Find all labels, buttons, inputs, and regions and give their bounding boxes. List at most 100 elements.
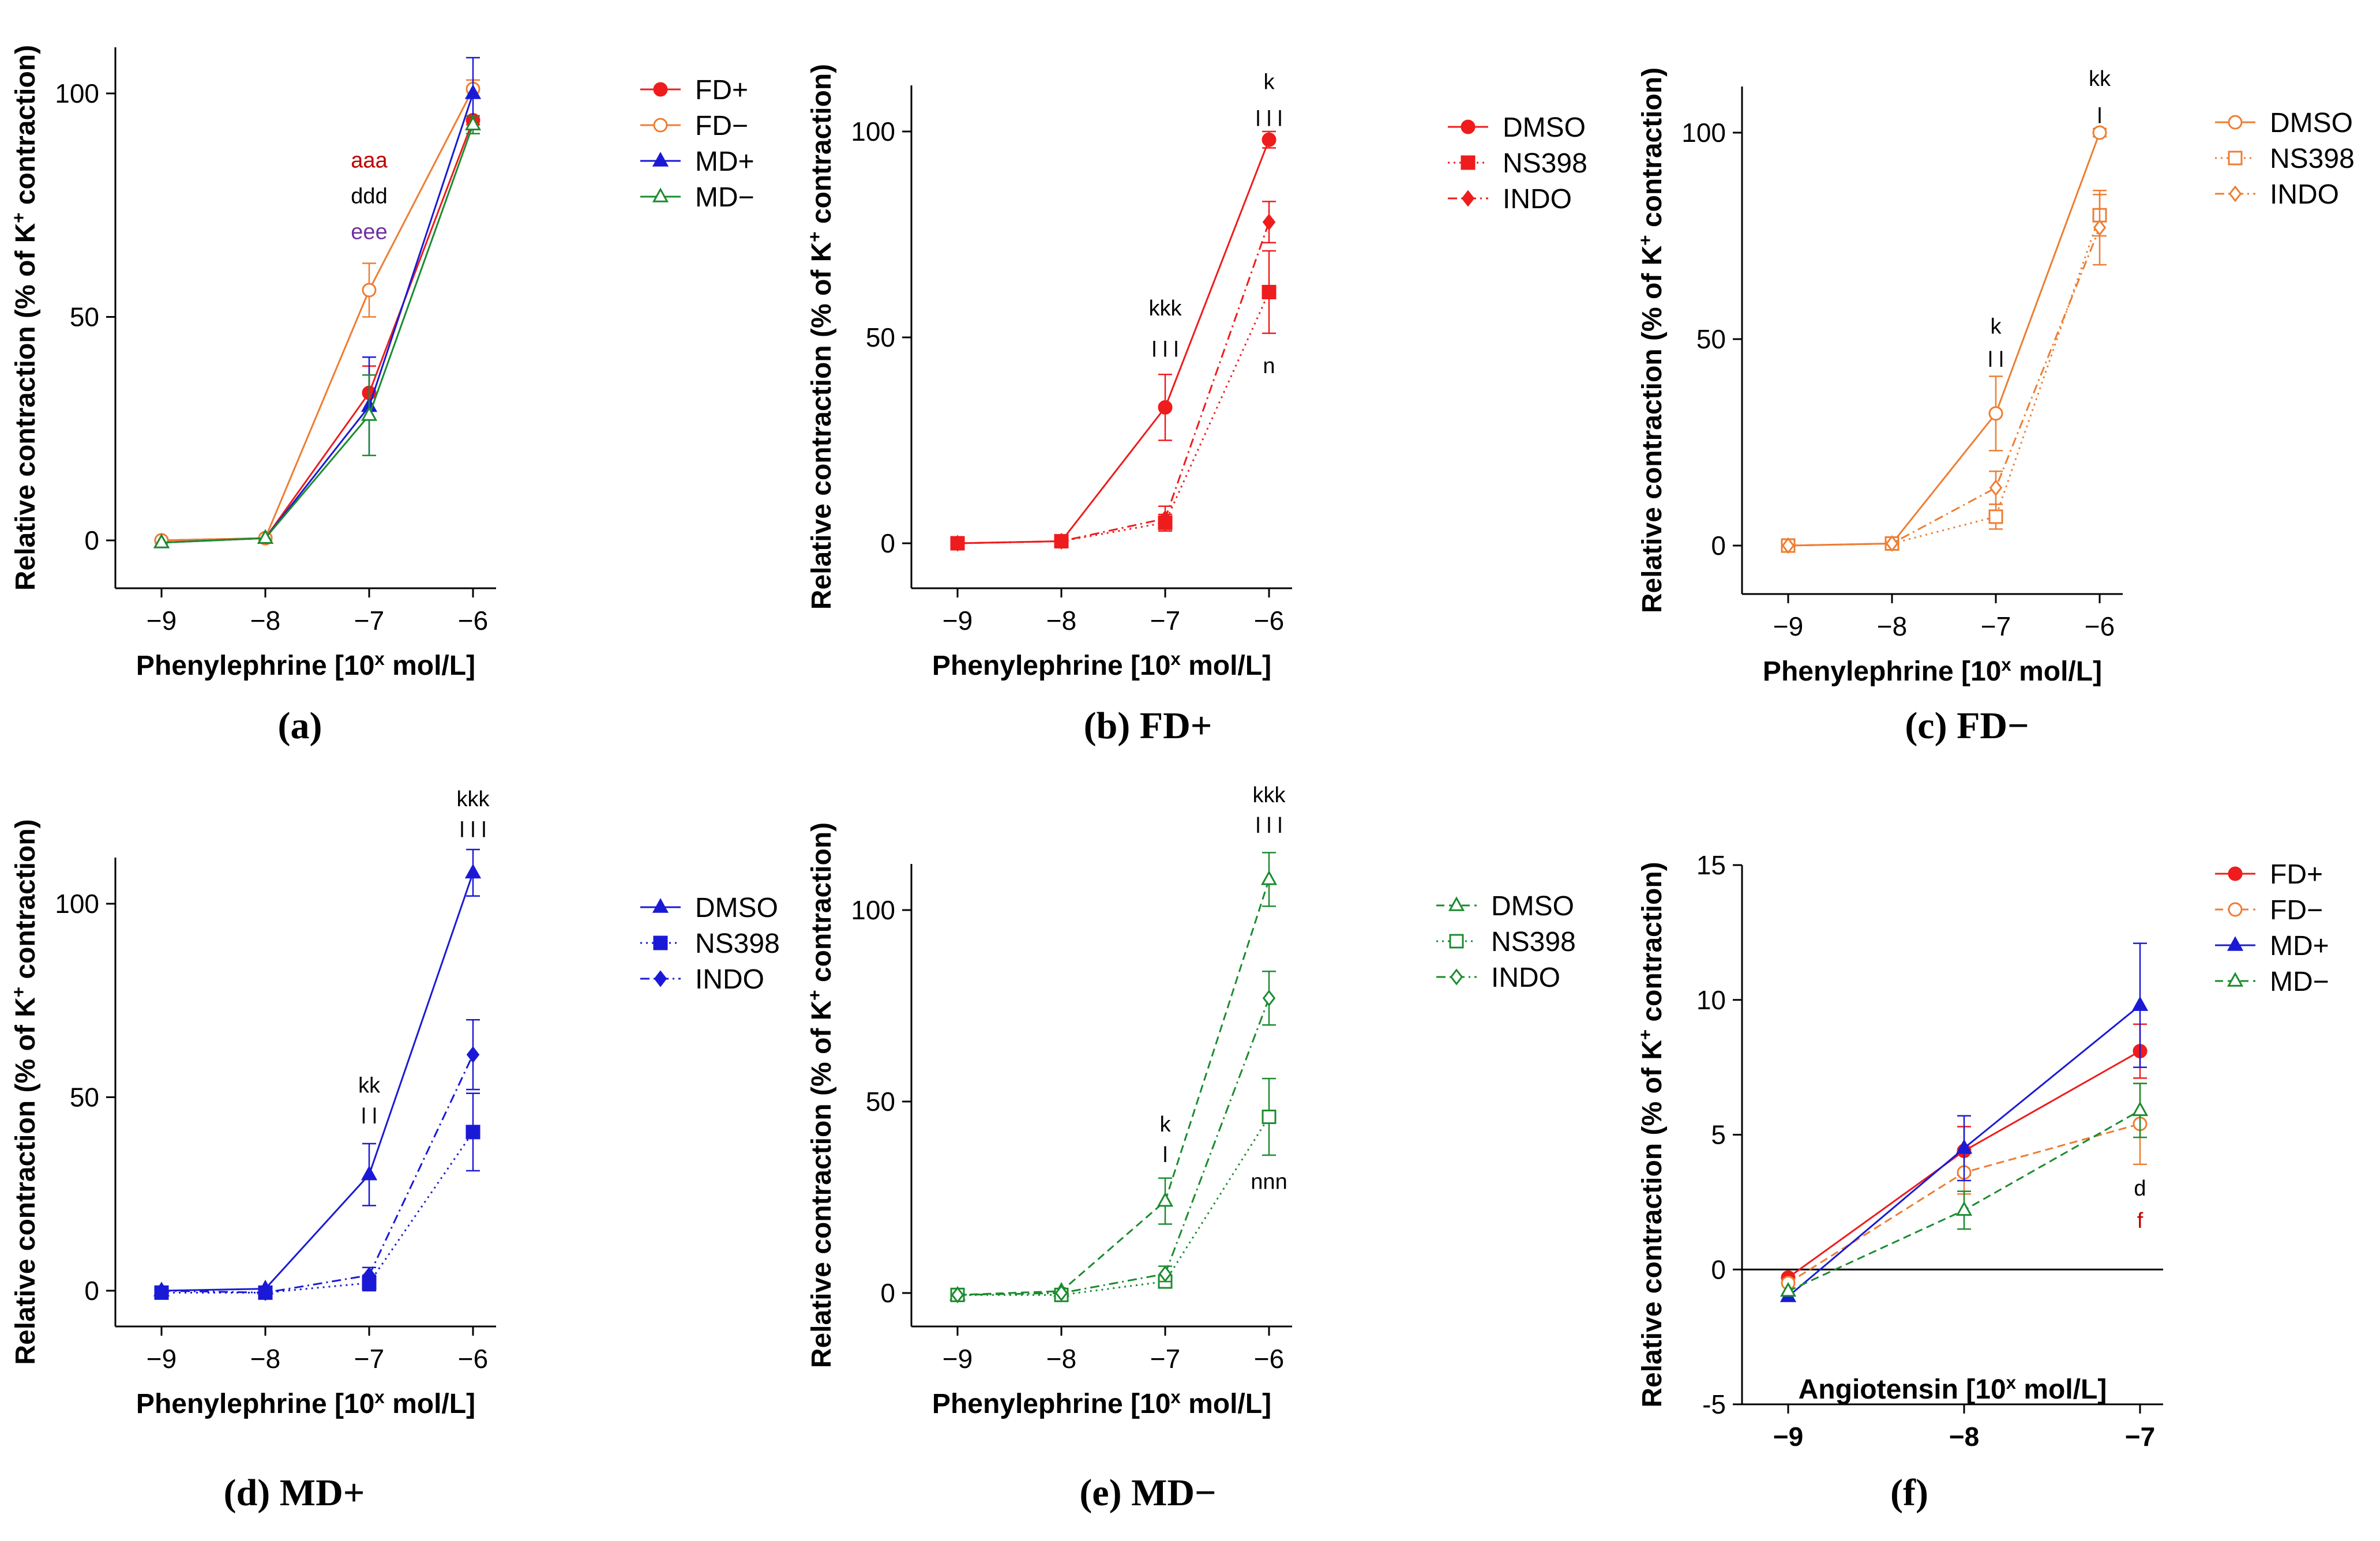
legend-label: NS398 [695, 929, 780, 959]
y-tick-label: 100 [55, 78, 99, 108]
series-FD− [1781, 1083, 2148, 1291]
series-INDO [951, 970, 1276, 1303]
data-point [361, 1165, 378, 1181]
data-point [1054, 1284, 1068, 1302]
data-point [155, 1282, 168, 1299]
data-point [1054, 532, 1068, 550]
data-point [951, 1286, 964, 1303]
significance-annotation: l l [361, 1104, 377, 1129]
legend-label: INDO [695, 964, 764, 995]
significance-annotation: l l l [1152, 337, 1178, 362]
data-point [464, 863, 482, 879]
series-line [161, 872, 474, 1292]
x-tick-label: −6 [2085, 611, 2115, 641]
panel-title: (d) MD+ [224, 1472, 365, 1514]
series-line [161, 88, 474, 542]
significance-annotation: aaa [351, 148, 388, 172]
chart-panel-e: 0 50 100 −9 −8 −7 −6 Phenylephrine [10x mol/L] R… [805, 783, 1576, 1514]
data-point [1989, 479, 2003, 497]
x-tick-label: −6 [1254, 1344, 1284, 1374]
series-line [957, 291, 1270, 544]
y-tick-label: 50 [866, 1087, 895, 1117]
data-point [1988, 406, 2003, 421]
x-tick-label: −6 [458, 1344, 488, 1374]
significance-annotation: l l l [1256, 107, 1282, 131]
data-point [362, 1266, 376, 1284]
legend-label: NS398 [1491, 927, 1576, 957]
data-point [1262, 213, 1276, 231]
y-axis-label: Relative contraction (% of K+ contractio… [9, 45, 42, 591]
data-point [2092, 125, 2107, 140]
legend-marker [2228, 902, 2243, 917]
legend: DMSO NS398 INDO [2215, 108, 2355, 210]
y-tick-label: 50 [70, 1083, 99, 1112]
x-tick-label: −8 [1046, 1344, 1076, 1374]
x-tick-label: −9 [1773, 1422, 1803, 1452]
significance-annotation: kkk [1253, 783, 1286, 807]
series-MD+ [1780, 942, 2149, 1302]
legend-label: FD− [695, 111, 748, 141]
data-point [361, 406, 378, 421]
series-NS398 [1781, 194, 2107, 553]
x-tick-label: −8 [1949, 1422, 1979, 1452]
significance-annotation: l l l [460, 818, 486, 843]
y-tick-label: 0 [880, 528, 895, 558]
y-axis-label: Relative contraction (% of K+ contractio… [805, 64, 838, 610]
x-axis-label: Phenylephrine [10x mol/L] [1763, 655, 2102, 687]
data-point [2131, 996, 2149, 1011]
series-INDO [1781, 189, 2107, 554]
series-INDO [155, 1019, 480, 1301]
y-tick-label: 100 [1681, 118, 1726, 148]
y-tick-label: 0 [1711, 531, 1726, 561]
data-point [1262, 1110, 1277, 1125]
legend-label: DMSO [1491, 891, 1574, 922]
series-line [957, 139, 1270, 544]
x-tick-label: −6 [1254, 606, 1284, 636]
y-axis-label: Relative contraction (% of K+ contractio… [805, 822, 838, 1368]
legend-marker [2227, 936, 2244, 951]
y-tick-label: 0 [84, 525, 99, 555]
series-line [162, 1132, 474, 1294]
data-point [258, 1284, 272, 1301]
series-MD+ [153, 57, 482, 548]
x-tick-label: −8 [250, 1344, 280, 1374]
legend-marker [653, 118, 668, 133]
legend: DMSO NS398 INDO [640, 893, 780, 995]
legend-marker [2228, 151, 2243, 166]
x-tick-label: −6 [458, 606, 488, 636]
panel-title: (a) [278, 705, 322, 747]
y-tick-label: 100 [851, 116, 895, 146]
series-line [161, 124, 474, 544]
y-tick-label: 50 [866, 322, 895, 352]
panel-title: (b) FD+ [1084, 705, 1212, 747]
series-line [1788, 227, 2101, 547]
legend-label: NS398 [2270, 144, 2355, 174]
data-point [1158, 510, 1172, 527]
data-point [1955, 1139, 1973, 1154]
data-point [466, 1125, 480, 1140]
y-tick-label: 0 [84, 1276, 99, 1306]
data-point [2131, 1101, 2149, 1117]
significance-annotation: kk [2089, 67, 2111, 91]
series-line [1788, 132, 2101, 547]
data-point [466, 1046, 480, 1063]
chart-panel-c: 0 50 100 −9 −8 −7 −6 Phenylephrine [10x mol/L] R… [1635, 67, 2355, 747]
data-point [1885, 535, 1899, 552]
significance-annotation: n [1263, 354, 1275, 378]
y-axis-label: Relative contraction (% of K+ contractio… [9, 819, 42, 1365]
legend-marker [1450, 968, 1463, 986]
x-tick-label: −7 [1150, 1344, 1180, 1374]
y-tick-label: 15 [1696, 850, 1726, 880]
series-DMSO [949, 852, 1278, 1301]
x-tick-label: −9 [943, 1344, 973, 1374]
chart-panel-b: 0 50 100 −9 −8 −7 −6 Phenylephrine [10x mol/L] R… [805, 64, 1587, 747]
series-MD− [1780, 1083, 2149, 1297]
series-line [957, 879, 1270, 1296]
legend-label: NS398 [1503, 148, 1587, 179]
y-tick-label: -5 [1702, 1389, 1726, 1419]
legend: FD+ FD− MD+ MD− [640, 75, 754, 213]
legend-marker [2227, 972, 2244, 987]
significance-annotation: k [1264, 70, 1275, 94]
series-DMSO [950, 130, 1277, 551]
data-point [1158, 1265, 1172, 1283]
